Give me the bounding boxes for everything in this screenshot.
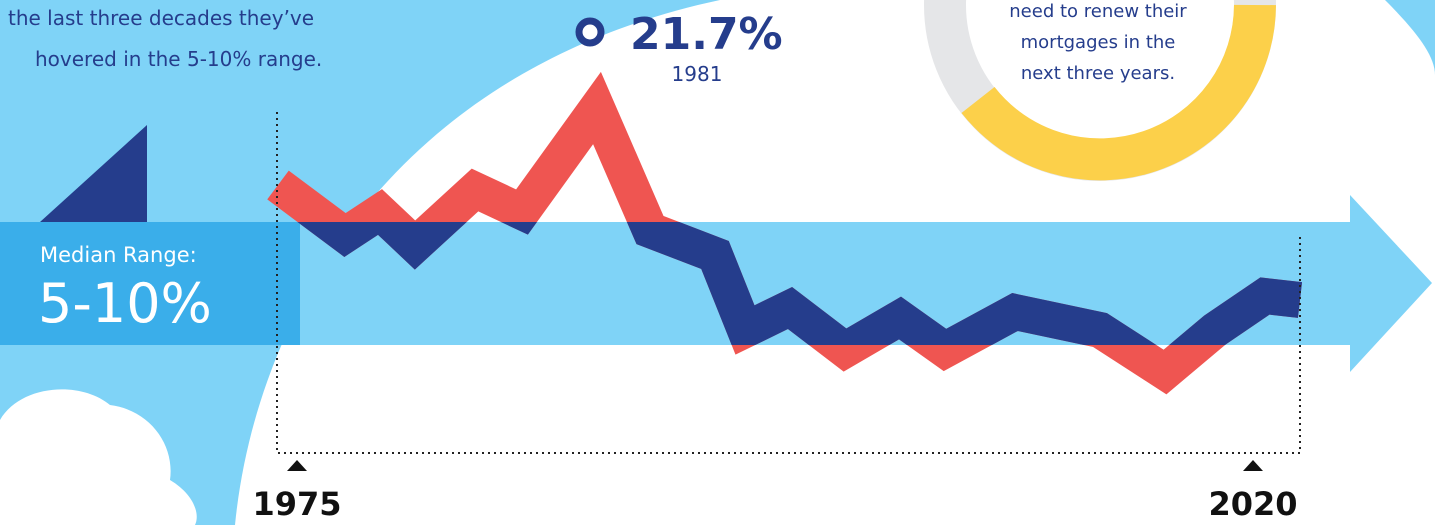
donut-text: need to renew their [1009,1,1187,22]
axis-start: 1975 [252,485,341,523]
peak-marker [579,21,601,43]
infographic: the last three decades they’ve hovered i… [0,0,1435,525]
axis-end: 2020 [1208,485,1297,523]
median-label: Median Range: [40,243,197,267]
page: the last three decades they’ve hovered i… [0,0,1435,525]
peak-year: 1981 [672,62,723,86]
donut-text: mortgages in the [1021,32,1176,53]
intro-line: hovered in the 5-10% range. [35,47,322,71]
peak-value: 21.7% [630,9,783,60]
intro-line: the last three decades they’ve [8,6,314,30]
median-value: 5-10% [38,272,212,335]
donut-text: next three years. [1021,63,1175,84]
